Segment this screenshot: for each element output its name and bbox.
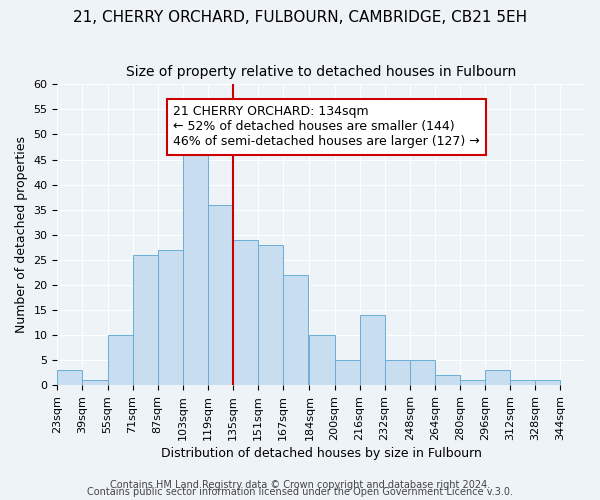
Bar [82,380,107,385]
Text: Contains public sector information licensed under the Open Government Licence v.: Contains public sector information licen… [87,487,513,497]
Bar [133,255,158,385]
Bar [182,150,208,385]
Bar [107,335,133,385]
Text: 21 CHERRY ORCHARD: 134sqm
← 52% of detached houses are smaller (144)
46% of semi: 21 CHERRY ORCHARD: 134sqm ← 52% of detac… [173,106,480,148]
Bar [460,380,485,385]
Bar [208,204,233,385]
Bar [158,250,182,385]
Title: Size of property relative to detached houses in Fulbourn: Size of property relative to detached ho… [126,65,517,79]
Bar [535,380,560,385]
Bar [385,360,410,385]
Text: 21, CHERRY ORCHARD, FULBOURN, CAMBRIDGE, CB21 5EH: 21, CHERRY ORCHARD, FULBOURN, CAMBRIDGE,… [73,10,527,25]
Bar [335,360,359,385]
Bar [233,240,258,385]
Bar [435,375,460,385]
Bar [510,380,535,385]
Bar [258,245,283,385]
Bar [283,275,308,385]
X-axis label: Distribution of detached houses by size in Fulbourn: Distribution of detached houses by size … [161,447,482,460]
Bar [485,370,510,385]
Y-axis label: Number of detached properties: Number of detached properties [15,136,28,334]
Bar [410,360,435,385]
Bar [58,370,82,385]
Bar [310,335,335,385]
Text: Contains HM Land Registry data © Crown copyright and database right 2024.: Contains HM Land Registry data © Crown c… [110,480,490,490]
Bar [359,315,385,385]
